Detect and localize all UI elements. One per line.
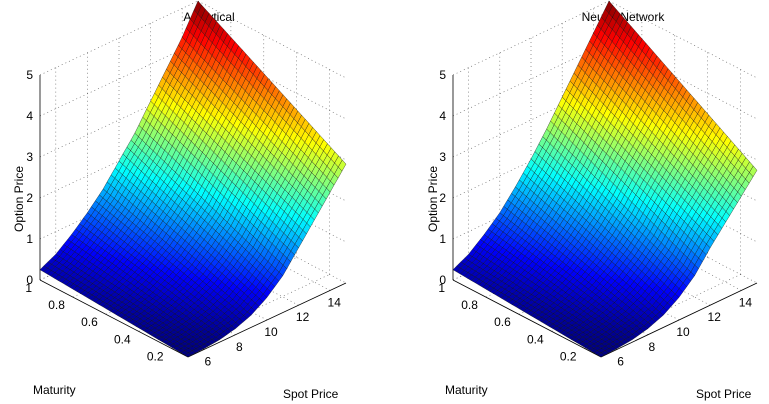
grid-line [452,164,610,240]
x-axis-line [187,282,347,358]
z-tick-label: 1 [439,232,446,246]
x-tick-label: 10 [264,325,278,339]
grid-line [452,41,610,117]
surface-plot-neural-network: Neural Network Option Price Maturity Spo… [426,0,758,401]
z-tick-label: 5 [439,68,446,82]
x-tick-label: 12 [708,310,722,324]
x-tick-label: 14 [739,295,753,309]
price-surface [452,0,758,358]
grid-line [452,82,610,158]
y-axis-line [452,279,602,358]
y-tick-label: 1 [25,281,32,295]
z-tick-label: 2 [26,191,33,205]
x-axis-label: Spot Price [283,387,339,401]
surface-patch [749,165,758,177]
y-tick-label: 0.8 [461,298,478,312]
x-tick-label: 8 [236,340,243,354]
grid-line [452,123,610,199]
z-axis-label: Option Price [426,166,440,232]
x-tick-label: 12 [296,310,310,324]
z-tick-label: 1 [26,232,33,246]
z-tick-label: 5 [26,68,33,82]
y-tick-label: 1 [438,281,445,295]
y-tick-label: 0.6 [494,315,511,329]
z-tick-label: 4 [26,109,33,123]
price-surface [39,0,347,358]
surface-plot-analytical: Analytical Option Price Maturity Spot Pr… [12,0,347,401]
y-tick-label: 0.8 [48,298,65,312]
z-tick-label: 2 [439,191,446,205]
z-tick-label: 3 [439,150,446,164]
y-tick-label: 0.4 [527,332,544,346]
x-axis-line [600,282,758,358]
x-tick-label: 14 [328,295,342,309]
z-tick-label: 4 [439,109,446,123]
axis-grid [39,0,347,358]
y-axis-label: Maturity [33,383,76,397]
z-tick-label: 0 [26,273,33,287]
z-axis-label: Option Price [12,166,26,232]
z-tick-label: 0 [439,273,446,287]
y-axis-line [39,279,189,358]
y-tick-label: 0.2 [147,349,164,363]
y-tick-label: 0.2 [560,349,577,363]
x-tick-label: 6 [204,355,211,369]
y-axis-label: Maturity [445,383,488,397]
y-tick-label: 0.6 [81,315,98,329]
x-axis-label: Spot Price [696,387,752,401]
x-tick-label: 10 [676,325,690,339]
grid-line [452,0,610,76]
surface-patch [338,159,347,172]
z-tick-label: 3 [26,150,33,164]
y-tick-label: 0.4 [114,332,131,346]
x-tick-label: 6 [617,355,624,369]
x-tick-label: 8 [648,340,655,354]
